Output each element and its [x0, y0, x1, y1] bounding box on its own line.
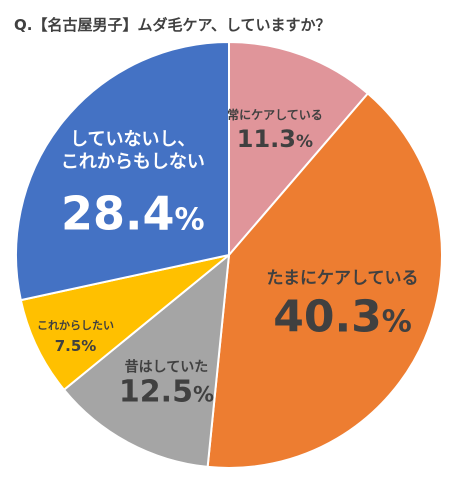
- slice-label-used-to: 昔はしていた: [125, 359, 209, 375]
- slice-value-want-to-start: 7.5%: [55, 337, 97, 355]
- chart-title: Q.【名古屋男子】ムダ毛ケア、していますか？: [14, 16, 331, 34]
- slice-label-never: していないし、これからもしない: [61, 129, 205, 173]
- slice-value-sometimes-care: 40.3%: [273, 292, 412, 343]
- slice-value-always-care: 11.3%: [237, 125, 313, 153]
- pie-slice-always-care: [228, 40, 370, 258]
- slice-label-sometimes-care: たまにケアしている: [267, 269, 419, 289]
- slice-value-never: 28.4%: [61, 186, 205, 240]
- slice-label-always-care: 常にケアしている: [227, 107, 323, 122]
- pie-slice-used-to: [62, 252, 231, 469]
- slice-value-used-to: 12.5%: [119, 374, 214, 409]
- pie-slice-never: [15, 40, 230, 302]
- slice-label-want-to-start: これからしたい: [37, 319, 114, 332]
- pie-slice-sometimes-care: [206, 92, 443, 469]
- pie-slice-want-to-start: [19, 254, 230, 392]
